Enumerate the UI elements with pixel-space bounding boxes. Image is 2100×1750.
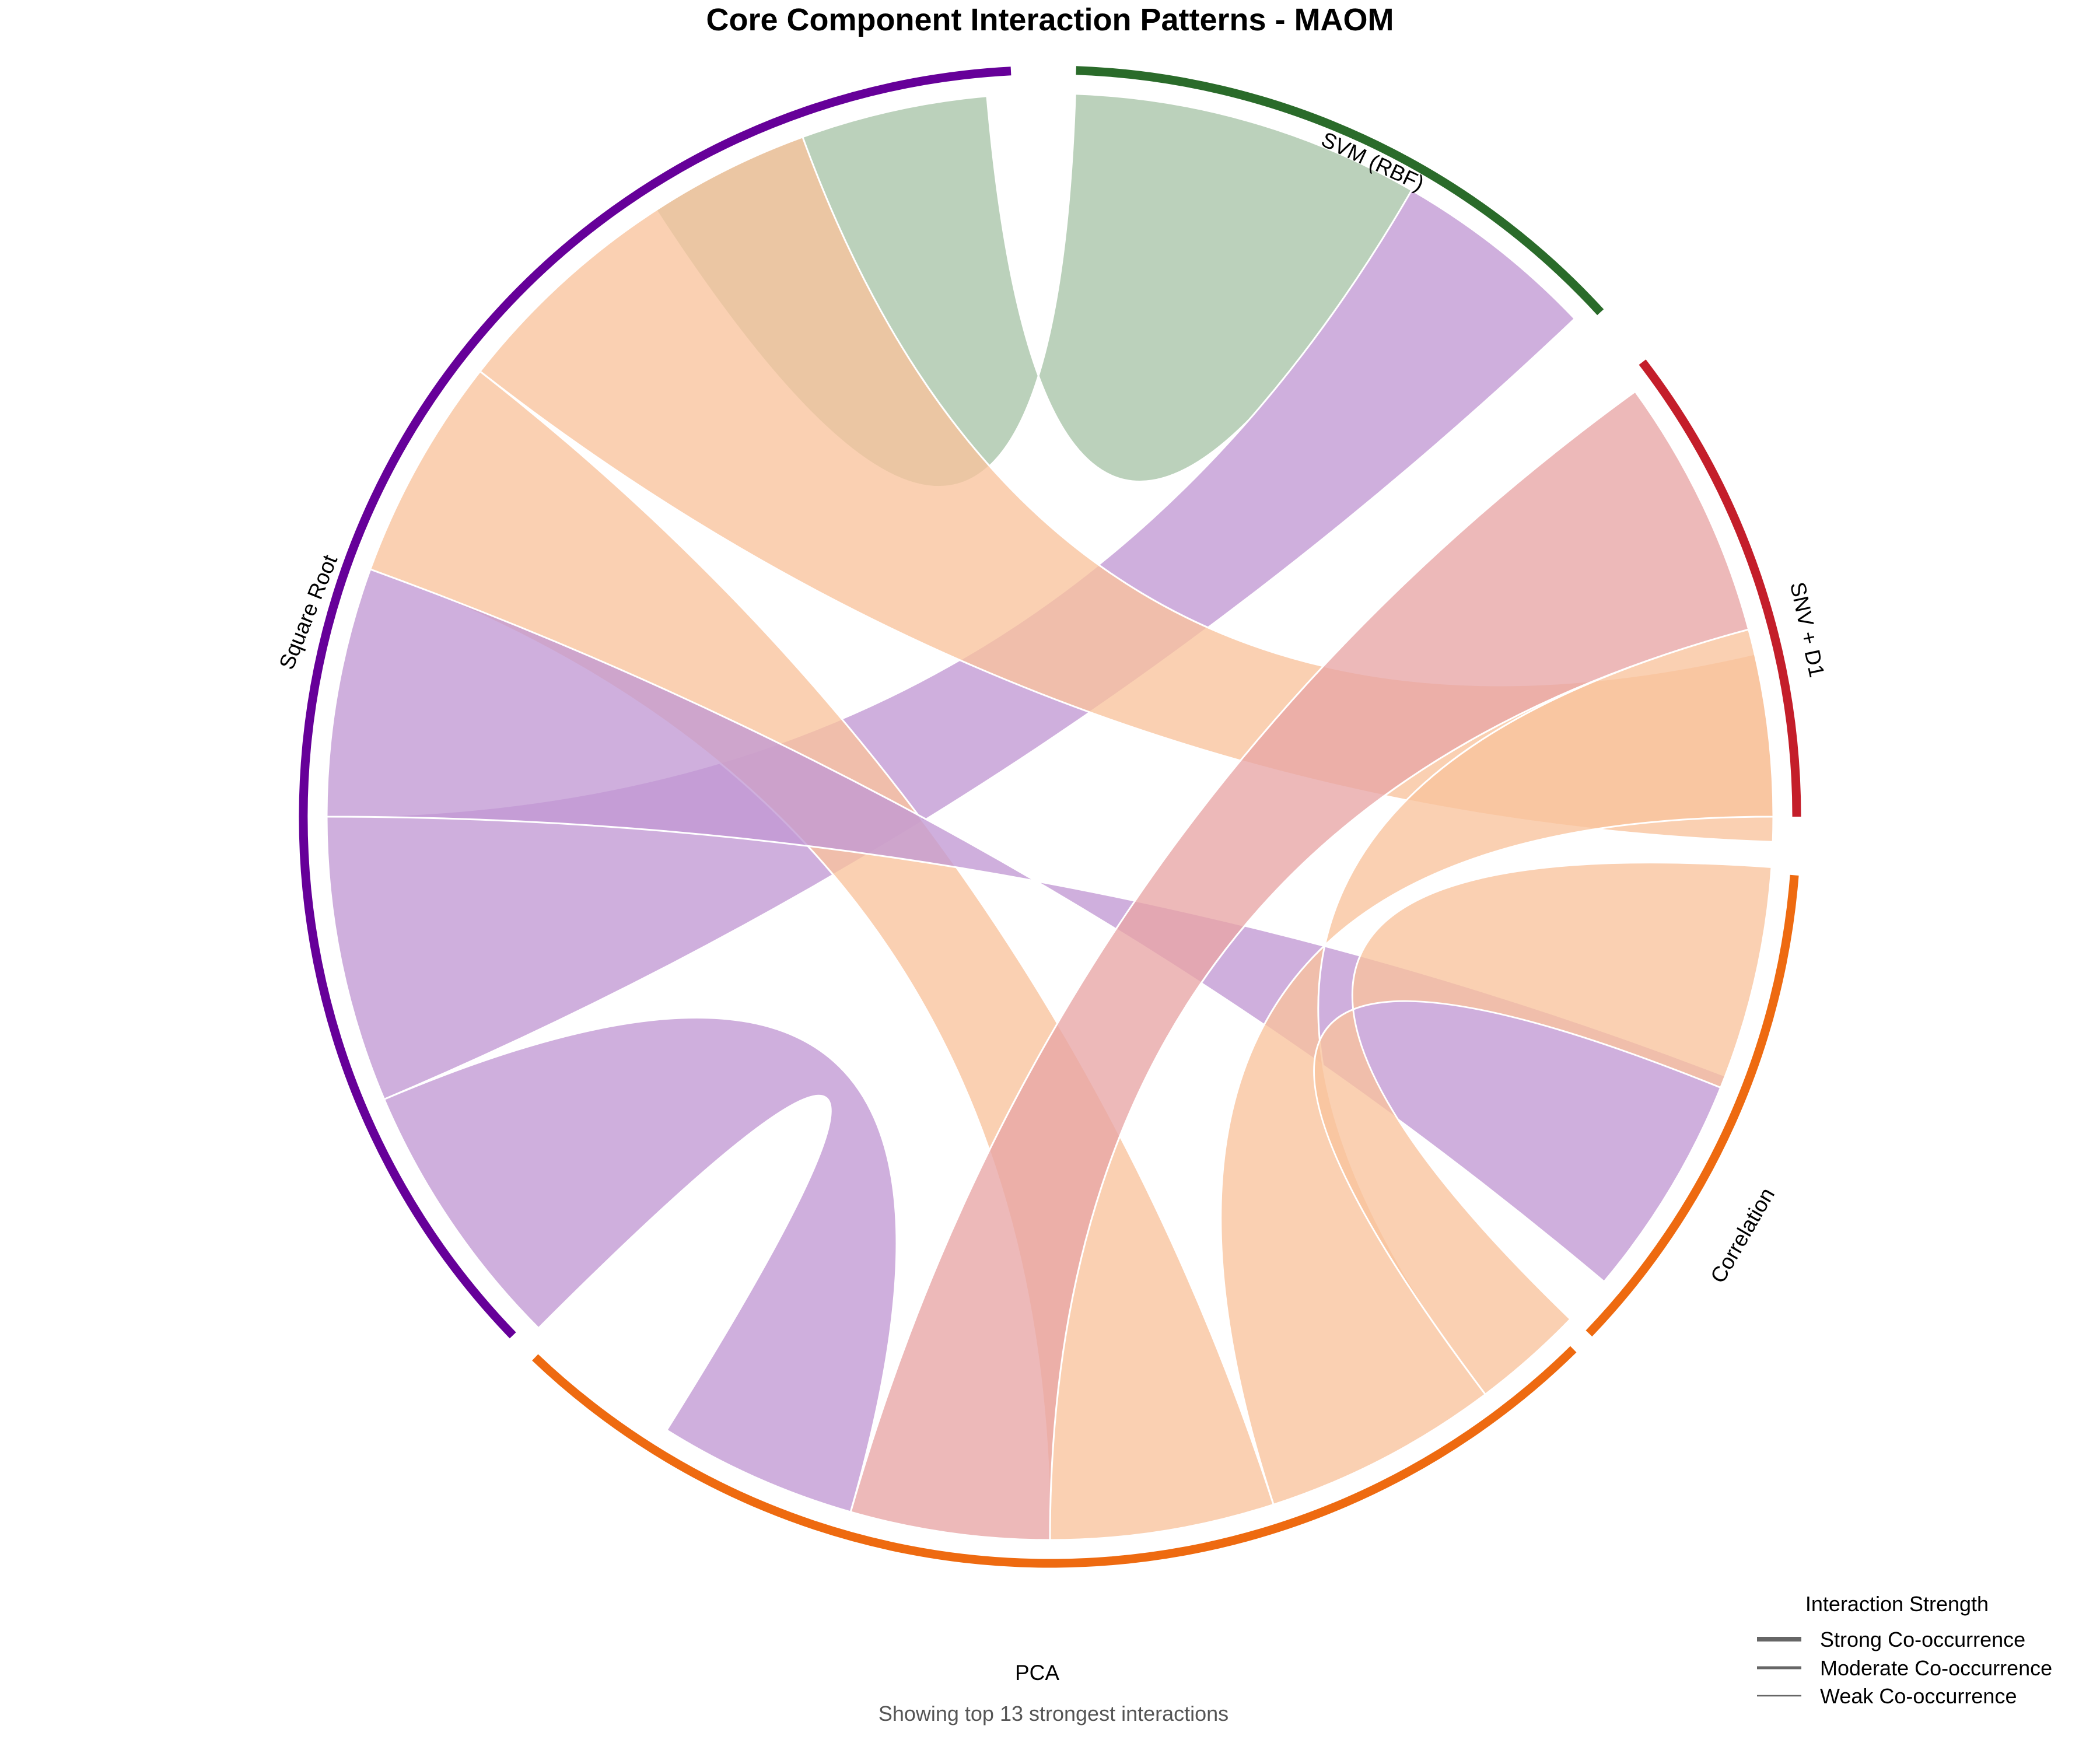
chord-ribbon-7 xyxy=(1220,628,1774,1506)
legend-label-moderate: Moderate Co-occurrence xyxy=(1820,1656,2052,1680)
chord-ribbon-5 xyxy=(383,1016,898,1513)
segment-arc-pca xyxy=(532,1346,1577,1568)
segment-label-correlation: Correlation xyxy=(1706,1184,1779,1287)
legend: Interaction Strength Strong Co-occurrenc… xyxy=(1757,1592,2052,1708)
legend-label-strong: Strong Co-occurrence xyxy=(1820,1628,2025,1651)
segment-label-snv: SNV + D1 xyxy=(1786,580,1829,679)
segment-arc-corr xyxy=(1586,874,1799,1337)
chart-title: Core Component Interaction Patterns - MA… xyxy=(706,2,1394,37)
segment-arcs-group xyxy=(299,66,1801,1568)
segment-arc-sqrt xyxy=(299,66,1012,1339)
legend-label-weak: Weak Co-occurrence xyxy=(1820,1684,2017,1708)
segment-arc-svm xyxy=(1076,66,1604,316)
chord-ribbon-2 xyxy=(478,135,1774,843)
chord-ribbon-8 xyxy=(1313,862,1773,1396)
footnote: Showing top 13 strongest interactions xyxy=(878,1702,1228,1726)
ribbons-group xyxy=(326,93,1774,1541)
legend-title: Interaction Strength xyxy=(1805,1592,1989,1616)
segment-label-pca: PCA xyxy=(1015,1661,1059,1685)
segment-arc-snv xyxy=(1639,359,1801,817)
